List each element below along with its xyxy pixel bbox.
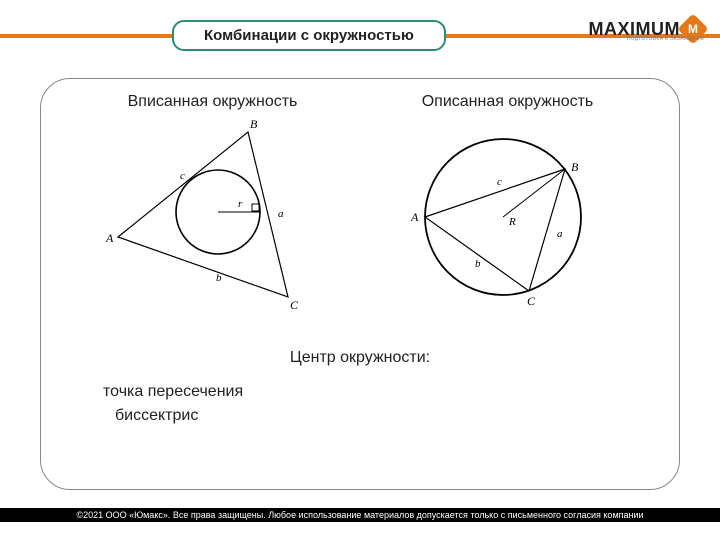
inscribed-subline2: биссектрис [115,407,198,425]
side-label-a: a [278,208,284,220]
inscribed-column: Вписанная окружность A B C a b [65,91,360,473]
radius-label-r: r [238,198,243,210]
side-label-b-out: b [475,258,481,270]
side-label-c-out: c [497,176,502,188]
page-title: Комбинации с окружностью [172,20,446,51]
center-caption: Центр окружности: [65,349,655,367]
circumscribed-column: Описанная окружность A B C a b c R [360,91,655,473]
footer-bar: ©2021 ООО «Юмакс». Все права защищены. Л… [0,508,720,522]
circumscribed-diagram-wrap: A B C a b c R [360,117,655,317]
brand-tagline: ПОДГОТОВКА К ЭКЗАМЕНАМ [627,36,704,42]
side-label-b: b [216,272,222,284]
radius-label-R-out: R [508,216,516,228]
circumscribed-triangle [425,169,565,291]
vertex-label-A-out: A [410,210,419,224]
vertex-label-A: A [105,231,114,245]
page-title-text: Комбинации с окружностью [204,27,414,44]
content-panel: Вписанная окружность A B C a b [40,78,680,490]
brand-badge-letter: M [688,22,698,36]
circumscribed-diagram: A B C a b c R [393,117,623,317]
inscribed-diagram: A B C a b c r [98,117,328,317]
footer-text: ©2021 ООО «Юмакс». Все права защищены. Л… [76,510,643,520]
vertex-label-C: C [290,298,299,312]
right-angle-icon [252,204,259,211]
circumscribed-radius-line [503,169,565,217]
vertex-label-B: B [250,117,258,131]
vertex-label-C-out: C [527,294,536,308]
inscribed-title: Вписанная окружность [128,93,298,111]
inscribed-subline1: точка пересечения [103,383,243,401]
side-label-a-out: a [557,228,563,240]
side-label-c: c [180,170,185,182]
inscribed-diagram-wrap: A B C a b c r [65,117,360,317]
inscribed-triangle [118,132,288,297]
circumscribed-title: Описанная окружность [422,93,594,111]
vertex-label-B-out: B [571,160,579,174]
